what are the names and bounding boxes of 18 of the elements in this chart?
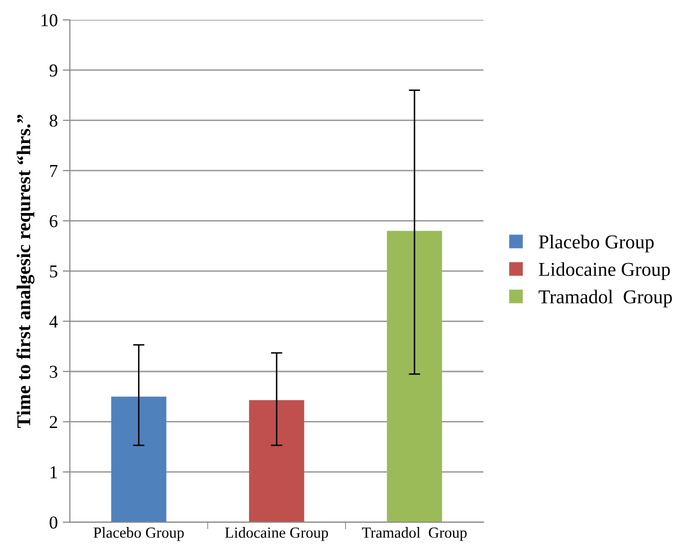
y-tick-label: 0 (50, 516, 58, 529)
y-tick-label: 6 (50, 215, 58, 228)
legend-label: Placebo Group (538, 234, 654, 252)
y-tick-label: 10 (42, 14, 58, 26)
x-tick-label: Placebo Group (94, 527, 184, 541)
y-tick-label: 3 (50, 366, 58, 378)
y-tick-label: 1 (50, 466, 57, 478)
y-tick-label: 2 (50, 416, 58, 428)
x-tick-label: Tramadol Group (362, 527, 467, 541)
y-tick-label: 8 (50, 114, 58, 127)
y-tick-label: 9 (50, 64, 58, 77)
x-tick-label: Lidocaine Group (225, 527, 328, 541)
y-axis-title: Time to first analgesic requrest “hrs.” (16, 114, 34, 428)
y-tick-label: 5 (50, 265, 58, 278)
legend-label: Tramadol Group (538, 290, 672, 308)
y-tick-label: 4 (49, 316, 58, 328)
legend-label: Lidocaine Group (538, 262, 670, 280)
y-tick-label: 7 (50, 165, 58, 177)
